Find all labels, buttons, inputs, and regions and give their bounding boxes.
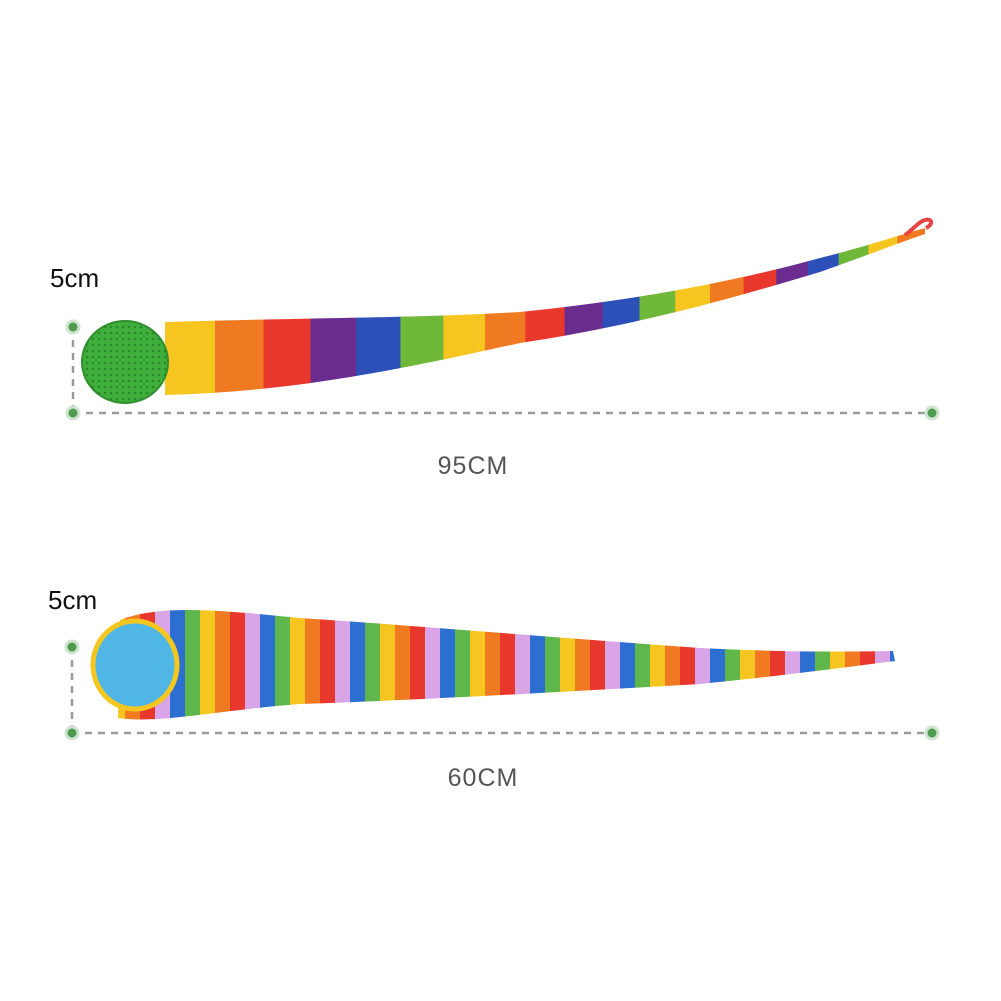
stripe [743, 228, 777, 395]
stripe [515, 609, 531, 720]
stripe [263, 228, 312, 395]
stripe [305, 609, 321, 720]
stripe [230, 609, 246, 720]
stripe [400, 228, 444, 395]
stripe [875, 609, 891, 720]
stripe [525, 228, 566, 395]
tail-stripes [118, 609, 895, 720]
stripe [500, 609, 516, 720]
stripe [564, 228, 604, 395]
stripe [740, 609, 756, 720]
length-label: 60CM [448, 764, 519, 792]
stripe [845, 609, 861, 720]
stripe [776, 228, 809, 395]
stripe [425, 609, 441, 720]
stripe [925, 200, 953, 420]
stripe [785, 609, 801, 720]
stripe [365, 609, 381, 720]
stripe [620, 609, 636, 720]
stripe [560, 609, 576, 720]
stripe [575, 609, 591, 720]
stripe [410, 609, 426, 720]
stripe [185, 609, 201, 720]
stripe [275, 609, 291, 720]
stripe [356, 228, 401, 395]
stripe [830, 609, 846, 720]
stripe [897, 228, 925, 395]
stripe [695, 609, 711, 720]
stripe [602, 228, 640, 395]
dot [64, 639, 80, 655]
stripe [260, 609, 276, 720]
stripe [335, 609, 351, 720]
stripe [815, 609, 831, 720]
length-label: 95CM [438, 452, 509, 480]
stripe [485, 228, 526, 395]
stripe [868, 228, 898, 395]
stripe [290, 609, 306, 720]
stripe [455, 609, 471, 720]
stripe [470, 609, 486, 720]
height-label: 5cm [48, 585, 97, 615]
stripe [890, 609, 895, 720]
stripe [680, 609, 696, 720]
stripe [215, 609, 231, 720]
stripe [709, 228, 745, 395]
stripe [440, 609, 456, 720]
stripe [165, 228, 216, 395]
stripe [245, 609, 261, 720]
dot [64, 725, 80, 741]
stripe [200, 609, 216, 720]
stripe [635, 609, 651, 720]
stripe [665, 609, 681, 720]
stripe [838, 228, 869, 395]
stripe [310, 228, 357, 395]
stripe [860, 609, 876, 720]
dot [924, 725, 940, 741]
stripe [650, 609, 666, 720]
stripe [215, 228, 264, 395]
stripe [485, 609, 501, 720]
stripe [710, 609, 726, 720]
ball [81, 320, 169, 404]
tail-stripes [165, 200, 953, 420]
ball [90, 618, 180, 712]
stripe [770, 609, 786, 720]
stripe [755, 609, 771, 720]
dot [924, 405, 940, 421]
stripe [590, 609, 606, 720]
stripe [380, 609, 396, 720]
stripe [605, 609, 621, 720]
stripe [545, 609, 561, 720]
dot [65, 319, 81, 335]
stripe [530, 609, 546, 720]
stripe [395, 609, 411, 720]
loop [903, 217, 934, 237]
stripe [320, 609, 336, 720]
height-label: 5cm [50, 263, 99, 293]
stripe [350, 609, 366, 720]
stripe [725, 609, 741, 720]
dot [65, 405, 81, 421]
stripe [639, 228, 676, 395]
stripe [807, 228, 840, 395]
stripe [675, 228, 711, 395]
stripe [443, 228, 486, 395]
stripe [800, 609, 816, 720]
